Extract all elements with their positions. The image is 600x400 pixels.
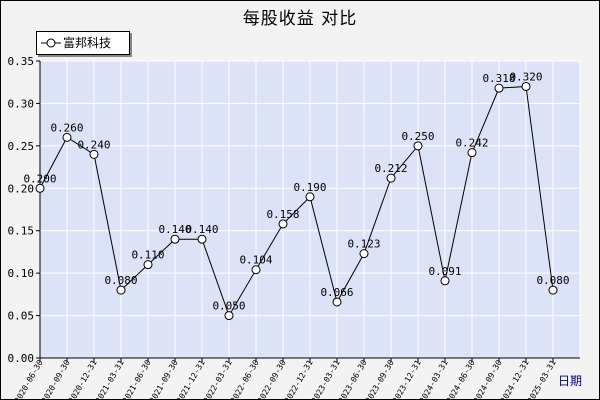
data-point-marker (386, 173, 396, 183)
data-point-marker (197, 234, 207, 244)
y-tick-label: 0.05 (8, 310, 35, 323)
legend: 富邦科技 (36, 31, 130, 55)
data-label: 0.190 (293, 181, 326, 194)
x-tick-label: 2023-03-31 (310, 358, 342, 400)
data-point-marker (170, 234, 180, 244)
data-label: 0.140 (158, 223, 191, 236)
x-tick-label: 2022-03-31 (202, 358, 234, 400)
data-point-marker (62, 132, 72, 142)
data-point-marker (278, 219, 288, 229)
series-line-path (39, 85, 554, 317)
data-label: 0.066 (320, 286, 353, 299)
data-point-marker (143, 260, 153, 270)
data-point-marker (116, 285, 126, 295)
data-point-marker (548, 285, 558, 295)
x-tick-label: 2021-09-30 (148, 358, 180, 400)
y-tick-label: 0.30 (8, 97, 35, 110)
y-tick-label: 0.00 (8, 352, 35, 365)
data-label: 0.123 (347, 238, 380, 251)
x-tick-label: 2023-12-31 (391, 358, 423, 400)
y-tick-label: 0.20 (8, 182, 35, 195)
data-point-marker (224, 311, 234, 321)
x-tick-label: 2021-12-31 (175, 358, 207, 400)
data-label: 0.158 (266, 208, 299, 221)
y-tick-label: 0.25 (8, 140, 35, 153)
data-label: 0.242 (455, 137, 488, 150)
y-axis-ticks: 0.00 0.05 0.10 0.15 0.20 0.25 0.30 0.35 (8, 55, 35, 365)
data-label: 0.080 (536, 274, 569, 287)
x-tick-label: 2024-06-30 (445, 358, 477, 400)
data-point-marker (413, 141, 423, 151)
data-point-marker (359, 249, 369, 259)
data-label: 0.240 (77, 138, 110, 151)
data-point-marker (521, 81, 531, 91)
data-point-marker (251, 265, 261, 275)
x-tick-label: 2024-09-30 (472, 358, 504, 400)
y-tick-label: 0.35 (8, 55, 35, 68)
data-point-marker (332, 297, 342, 307)
data-label: 0.050 (212, 300, 245, 313)
x-tick-label: 2021-06-30 (121, 358, 153, 400)
grid-lines (39, 60, 581, 359)
y-tick-label: 0.10 (8, 267, 35, 280)
data-label: 0.200 (23, 172, 56, 185)
data-point-marker (305, 192, 315, 202)
data-label: 0.110 (131, 249, 164, 262)
data-point-marker (494, 83, 504, 93)
data-point-marker (440, 276, 450, 286)
series-line (39, 85, 554, 317)
x-tick-label: 2024-03-31 (418, 358, 450, 400)
x-axis-label: 日期 (558, 374, 583, 388)
x-tick-label: 2023-09-30 (364, 358, 396, 400)
legend-label: 富邦科技 (63, 36, 112, 50)
y-tick-label: 0.15 (8, 225, 35, 238)
x-tick-label: 2020-09-30 (40, 358, 72, 400)
axes (36, 60, 580, 362)
series-markers (35, 81, 558, 321)
data-point-marker (35, 183, 45, 193)
data-label: 0.091 (428, 265, 461, 278)
data-label: 0.320 (509, 70, 542, 83)
data-point-marker (467, 148, 477, 158)
x-tick-label: 2021-03-31 (94, 358, 126, 400)
data-label: 0.212 (374, 162, 407, 175)
data-point-marker (89, 149, 99, 159)
x-tick-label: 2022-12-31 (283, 358, 315, 400)
legend-marker-icon (41, 38, 61, 48)
x-tick-label: 2025-03-31 (526, 358, 558, 400)
data-label: 0.260 (50, 121, 83, 134)
data-label: 0.140 (185, 223, 218, 236)
chart-title: 每股收益 对比 (242, 9, 358, 29)
data-label: 0.080 (104, 274, 137, 287)
x-axis-ticks: 2020-06-302020-09-302020-12-312021-03-31… (13, 358, 558, 400)
data-label: 0.250 (401, 130, 434, 143)
x-tick-label: 2023-06-30 (337, 358, 369, 400)
x-tick-label: 2020-12-31 (67, 358, 99, 400)
x-tick-label: 2022-06-30 (229, 358, 261, 400)
data-label: 0.318 (482, 72, 515, 85)
x-tick-label: 2022-09-30 (256, 358, 288, 400)
x-tick-label: 2024-12-31 (499, 358, 531, 400)
data-label: 0.104 (239, 254, 272, 267)
